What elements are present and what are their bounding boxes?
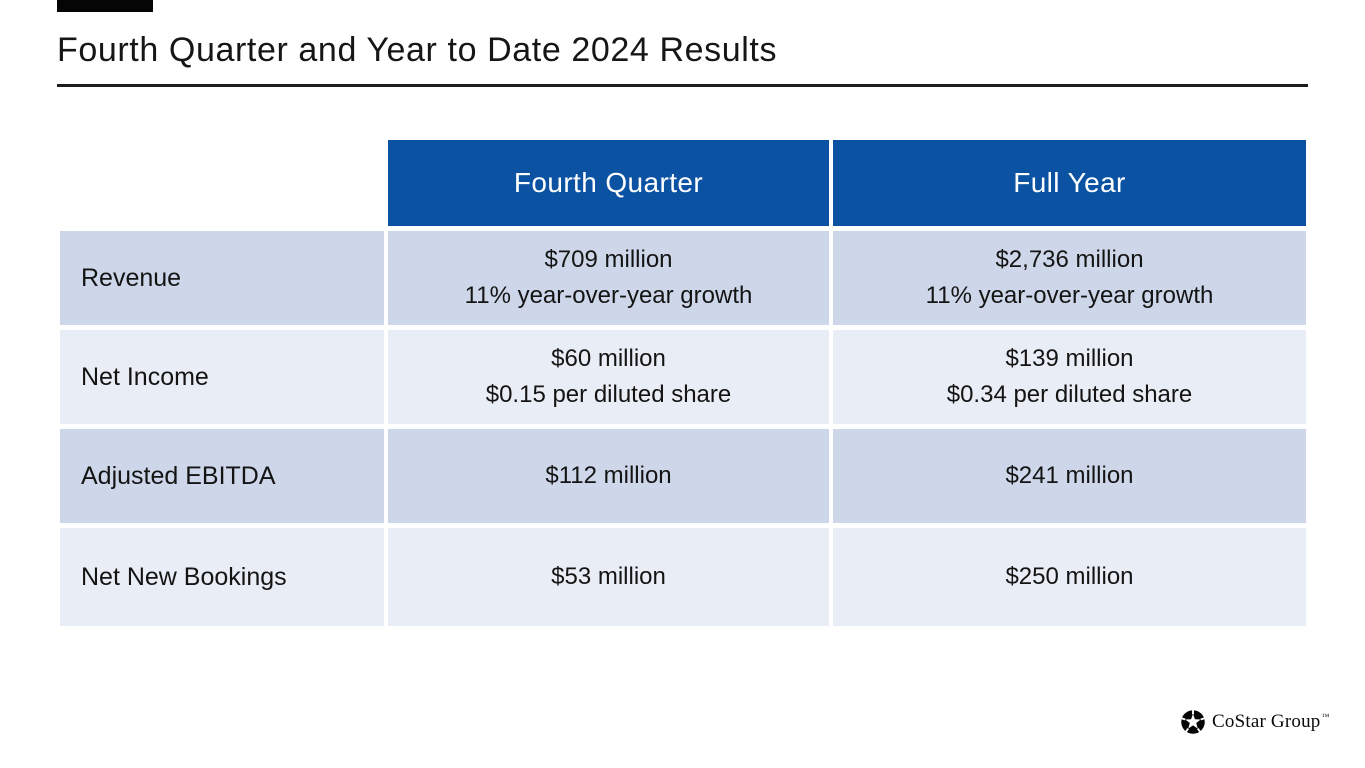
- row-label-adjusted-ebitda: Adjusted EBITDA: [60, 429, 384, 523]
- costar-group-logo: CoStar Group ™: [1181, 709, 1329, 735]
- value-line: $60 million: [551, 345, 666, 372]
- cell-revenue-fourth-quarter: $709 million 11% year-over-year growth: [388, 231, 829, 325]
- value-line: $0.15 per diluted share: [485, 381, 732, 408]
- column-header-full-year: Full Year: [833, 140, 1306, 226]
- value-line: $709 million: [544, 246, 673, 273]
- value-line: $250 million: [1005, 563, 1134, 590]
- costar-pinwheel-icon: [1181, 710, 1205, 734]
- results-table: Fourth Quarter Full Year Revenue $709 mi…: [60, 140, 1306, 626]
- value-line: 11% year-over-year growth: [925, 282, 1214, 309]
- row-label-revenue: Revenue: [60, 231, 384, 325]
- table-corner-cell: [60, 140, 384, 226]
- cell-net-new-bookings-fourth-quarter: $53 million: [388, 528, 829, 626]
- value-line: $2,736 million: [995, 246, 1144, 273]
- cell-net-income-fourth-quarter: $60 million $0.15 per diluted share: [388, 330, 829, 424]
- slide-title: Fourth Quarter and Year to Date 2024 Res…: [57, 31, 778, 69]
- value-line: $241 million: [1005, 462, 1134, 489]
- cell-adjusted-ebitda-fourth-quarter: $112 million: [388, 429, 829, 523]
- value-line: $0.34 per diluted share: [946, 381, 1193, 408]
- accent-bar: [57, 0, 153, 12]
- value-line: $112 million: [545, 462, 672, 489]
- column-header-fourth-quarter: Fourth Quarter: [388, 140, 829, 226]
- value-line: 11% year-over-year growth: [464, 282, 753, 309]
- cell-net-new-bookings-full-year: $250 million: [833, 528, 1306, 626]
- logo-wordmark: CoStar Group: [1212, 711, 1321, 732]
- value-line: $53 million: [551, 563, 666, 590]
- trademark-symbol: ™: [1321, 712, 1330, 721]
- row-label-net-income: Net Income: [60, 330, 384, 424]
- cell-adjusted-ebitda-full-year: $241 million: [833, 429, 1306, 523]
- cell-net-income-full-year: $139 million $0.34 per diluted share: [833, 330, 1306, 424]
- cell-revenue-full-year: $2,736 million 11% year-over-year growth: [833, 231, 1306, 325]
- row-label-net-new-bookings: Net New Bookings: [60, 528, 384, 626]
- value-line: $139 million: [1005, 345, 1134, 372]
- title-divider: [57, 84, 1308, 87]
